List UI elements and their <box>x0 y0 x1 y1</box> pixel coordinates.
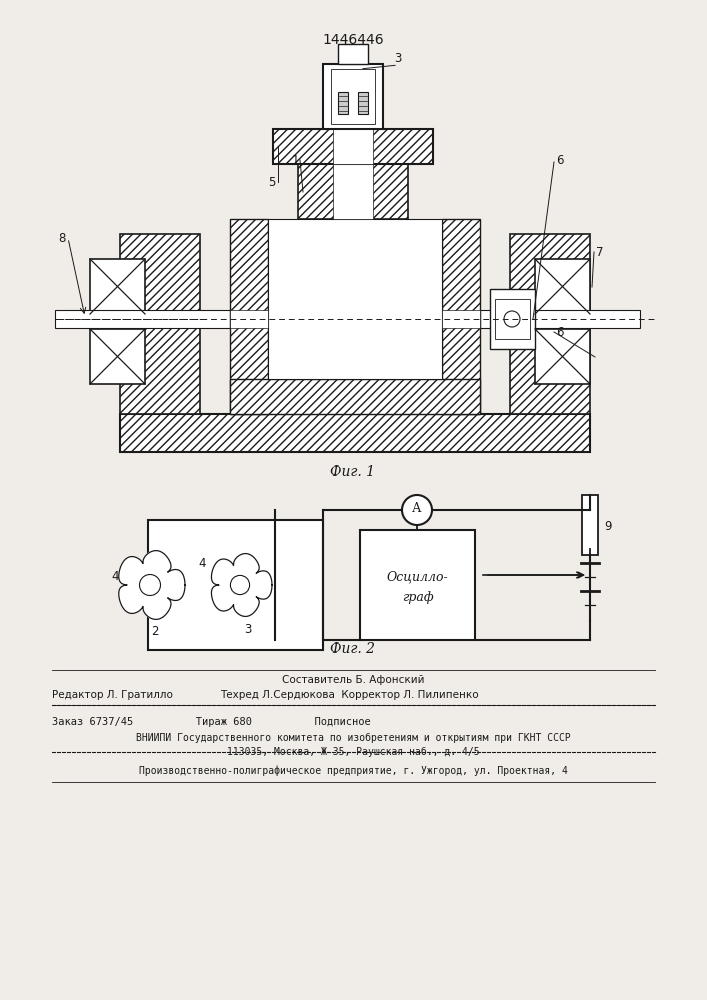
Bar <box>273 129 433 164</box>
Bar <box>90 259 145 314</box>
Bar <box>55 310 230 328</box>
Bar <box>230 310 268 328</box>
Bar <box>331 69 375 124</box>
Bar <box>535 259 590 314</box>
Text: Производственно-полиграфическое предприятие, г. Ужгород, ул. Проектная, 4: Производственно-полиграфическое предприя… <box>139 766 568 776</box>
Text: 4: 4 <box>198 557 206 570</box>
Bar <box>298 164 408 219</box>
Text: Составитель Б. Афонский: Составитель Б. Афонский <box>282 675 424 685</box>
Circle shape <box>504 311 520 327</box>
Text: граф: граф <box>402 590 433 603</box>
Text: Редактор Л. Гратилло: Редактор Л. Гратилло <box>52 690 173 700</box>
Bar <box>298 164 408 219</box>
Bar <box>323 64 383 129</box>
Bar <box>510 234 590 414</box>
Circle shape <box>402 495 432 525</box>
Bar <box>338 44 368 64</box>
Text: 9: 9 <box>604 520 612 534</box>
Bar <box>442 310 480 328</box>
Bar <box>268 219 442 379</box>
Bar <box>490 289 535 349</box>
Bar <box>230 219 268 414</box>
Text: 8: 8 <box>58 232 66 244</box>
Text: Заказ 6737/45          Тираж 680          Подписное: Заказ 6737/45 Тираж 680 Подписное <box>52 717 370 727</box>
Text: 7: 7 <box>596 245 604 258</box>
Text: 3: 3 <box>395 51 402 64</box>
Text: 3: 3 <box>245 623 252 636</box>
Text: Фиг. 2: Фиг. 2 <box>330 642 375 656</box>
Text: 4: 4 <box>111 570 119 583</box>
Bar <box>535 329 590 384</box>
Bar <box>120 234 200 414</box>
Text: 1: 1 <box>291 153 299 166</box>
Bar <box>273 129 433 164</box>
Bar <box>230 379 480 414</box>
Bar <box>582 495 598 555</box>
Bar <box>510 234 590 414</box>
Bar <box>120 234 200 414</box>
Bar <box>90 329 145 384</box>
Bar <box>360 530 475 640</box>
Circle shape <box>139 574 160 595</box>
Text: 5: 5 <box>269 176 276 188</box>
Bar <box>333 129 373 164</box>
Bar <box>442 219 480 414</box>
Bar <box>120 414 590 452</box>
Text: Фиг. 1: Фиг. 1 <box>330 465 375 479</box>
Bar <box>120 414 590 452</box>
Bar <box>148 520 323 650</box>
Text: Осцилло-: Осцилло- <box>387 570 448 584</box>
Bar <box>230 219 268 414</box>
Text: 113035, Москва, Ж-35, Раушская наб., д. 4/5: 113035, Москва, Ж-35, Раушская наб., д. … <box>227 747 479 757</box>
Bar <box>495 299 530 339</box>
Text: 6: 6 <box>556 326 563 338</box>
Circle shape <box>230 575 250 595</box>
Bar <box>230 379 480 414</box>
Bar <box>338 92 348 114</box>
Bar <box>333 164 373 219</box>
Text: 2: 2 <box>151 625 159 638</box>
Text: ВНИИПИ Государственного комитета по изобретениям и открытиям при ГКНТ СССР: ВНИИПИ Государственного комитета по изоб… <box>136 733 571 743</box>
Text: 1446446: 1446446 <box>322 33 384 47</box>
Bar <box>358 92 368 114</box>
Polygon shape <box>211 554 272 616</box>
Text: Техред Л.Сердюкова  Корректор Л. Пилипенко: Техред Л.Сердюкова Корректор Л. Пилипенк… <box>220 690 479 700</box>
Bar <box>480 310 640 328</box>
Text: 6: 6 <box>556 153 563 166</box>
Text: А: А <box>412 502 422 516</box>
Polygon shape <box>119 551 185 619</box>
Bar <box>442 219 480 414</box>
